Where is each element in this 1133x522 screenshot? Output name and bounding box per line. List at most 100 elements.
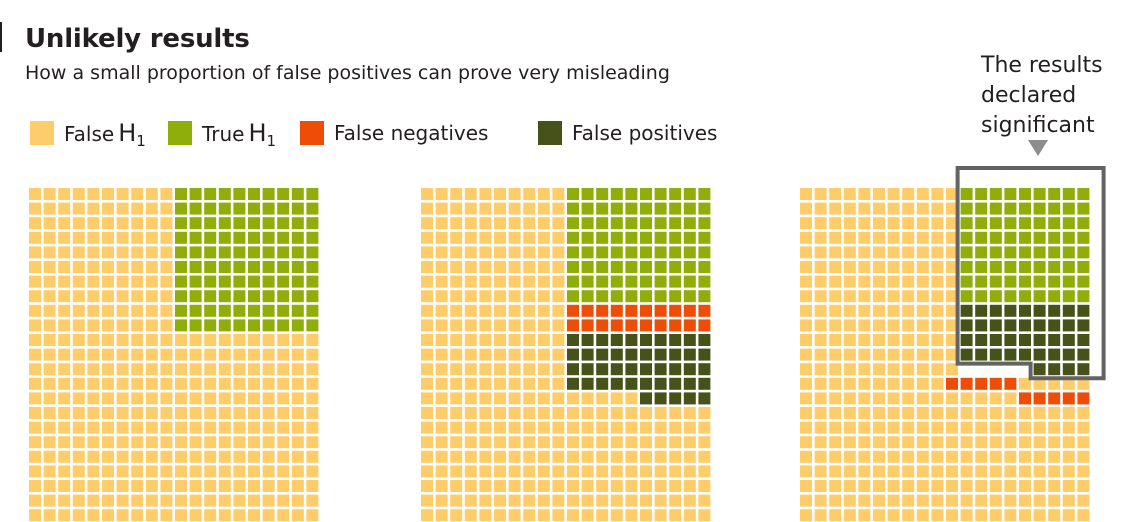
waffle-cell: [669, 217, 682, 230]
waffle-cell: [887, 450, 900, 463]
waffle-cell: [873, 465, 885, 478]
waffle-cell: [960, 290, 973, 303]
waffle-cell: [946, 421, 958, 434]
waffle-cell: [946, 202, 958, 215]
waffle-cell: [1019, 231, 1031, 244]
waffle-cell: [975, 334, 988, 346]
waffle-cell: [1077, 407, 1090, 419]
waffle-cell: [102, 480, 114, 492]
waffle-cell: [58, 377, 71, 390]
waffle-cell: [277, 407, 290, 419]
waffle-cell: [494, 450, 506, 463]
waffle-cell: [1048, 217, 1061, 230]
waffle-cell: [567, 290, 579, 303]
waffle-cell: [43, 509, 56, 522]
waffle-cell: [858, 202, 871, 215]
waffle-cell: [87, 290, 100, 303]
waffle-cell: [537, 319, 550, 332]
waffle-cell: [610, 450, 623, 463]
waffle-cell: [537, 436, 550, 449]
waffle-cell: [175, 436, 187, 449]
waffle-cell: [277, 494, 290, 507]
waffle-cell: [581, 480, 594, 492]
waffle-cell: [960, 392, 973, 405]
waffle-cell: [873, 377, 885, 390]
waffle-cell: [248, 188, 260, 200]
waffle-cell: [421, 188, 433, 200]
waffle-cell: [610, 363, 623, 376]
waffle-cell: [873, 363, 885, 376]
waffle-cell: [435, 377, 448, 390]
waffle-cell: [464, 450, 477, 463]
waffle-cell: [683, 450, 696, 463]
waffle-cell: [683, 509, 696, 522]
waffle-cell: [72, 290, 85, 303]
waffle-cell: [58, 261, 71, 273]
waffle-cell: [116, 407, 129, 419]
waffle-cell: [596, 348, 609, 361]
waffle-cell: [72, 261, 85, 273]
waffle-cell: [829, 377, 842, 390]
waffle-cell: [1019, 377, 1031, 390]
waffle-cell: [218, 363, 231, 376]
waffle-cell: [654, 494, 667, 507]
waffle-cell: [175, 421, 187, 434]
waffle-cell: [421, 290, 433, 303]
waffle-cell: [58, 304, 71, 317]
waffle-cell: [960, 304, 973, 317]
waffle-cell: [858, 304, 871, 317]
waffle-cell: [102, 509, 114, 522]
waffle-cell: [902, 304, 915, 317]
waffle-cell: [523, 494, 536, 507]
waffle-cell: [102, 363, 114, 376]
waffle-cell: [829, 217, 842, 230]
waffle-cell: [843, 319, 856, 332]
waffle-cell: [698, 246, 711, 259]
waffle-cell: [1048, 188, 1061, 200]
waffle-cell: [669, 465, 682, 478]
waffle-cell: [800, 231, 812, 244]
waffle-cell: [625, 450, 638, 463]
waffle-cell: [145, 348, 158, 361]
waffle-cell: [306, 465, 319, 478]
waffle-cell: [435, 202, 448, 215]
waffle-cell: [596, 304, 609, 317]
waffle-cell: [596, 231, 609, 244]
waffle-cell: [175, 231, 187, 244]
waffle-cell: [581, 261, 594, 273]
waffle-cell: [479, 348, 492, 361]
waffle-cell: [552, 231, 565, 244]
waffle-cell: [1033, 494, 1046, 507]
waffle-cell: [596, 392, 609, 405]
waffle-cell: [131, 188, 144, 200]
waffle-cell: [1062, 188, 1075, 200]
waffle-cell: [160, 334, 173, 346]
waffle-cell: [552, 261, 565, 273]
waffle-cell: [843, 363, 856, 376]
waffle-cell: [610, 348, 623, 361]
waffle-cell: [508, 202, 521, 215]
waffle-cell: [58, 465, 71, 478]
waffle-cell: [843, 246, 856, 259]
waffle-cell: [975, 290, 988, 303]
waffle-cell: [931, 188, 944, 200]
waffle-cell: [683, 377, 696, 390]
waffle-cell: [450, 480, 463, 492]
waffle-cell: [625, 231, 638, 244]
waffle-cell: [1077, 392, 1090, 405]
waffle-cell: [204, 261, 217, 273]
waffle-cell: [464, 231, 477, 244]
waffle-cell: [829, 450, 842, 463]
waffle-cell: [567, 392, 579, 405]
waffle-cell: [654, 304, 667, 317]
waffle-cell: [1004, 392, 1017, 405]
waffle-cell: [1048, 509, 1061, 522]
waffle-cell: [435, 246, 448, 259]
waffle-cell: [640, 392, 652, 405]
waffle-cell: [523, 377, 536, 390]
waffle-cell: [262, 450, 275, 463]
waffle-cell: [596, 246, 609, 259]
waffle-cell: [887, 290, 900, 303]
waffle-cell: [858, 231, 871, 244]
waffle-cell: [654, 275, 667, 288]
